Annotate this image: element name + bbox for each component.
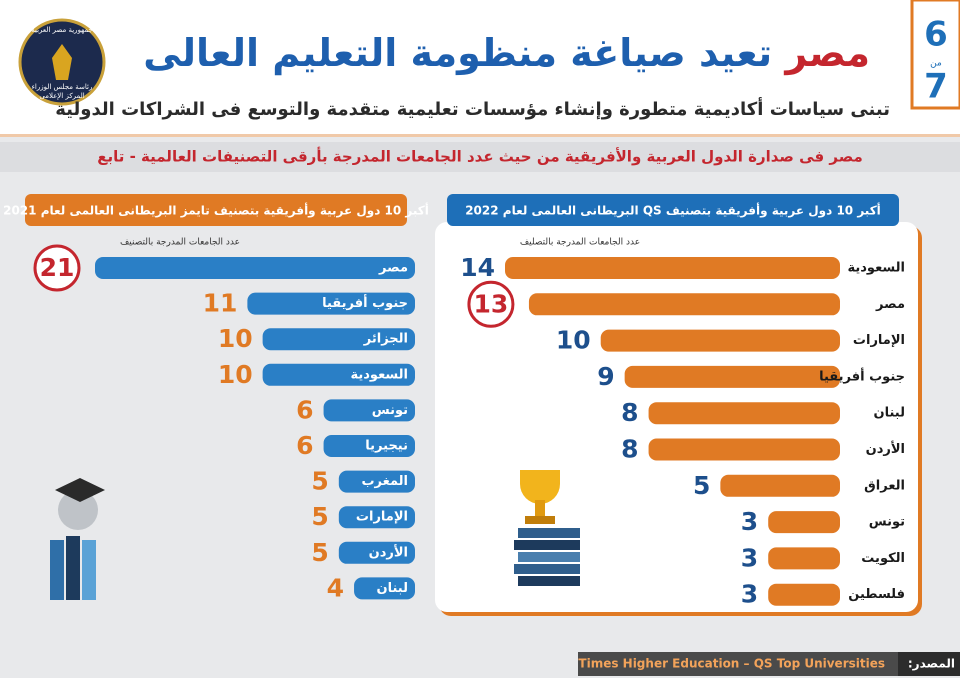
chart-title: أكبر 10 دول عربية وأفريقية بتصنيف تايمز … xyxy=(3,203,429,219)
value-label: 8 xyxy=(621,435,638,464)
category-label: الإمارات xyxy=(853,333,905,348)
value-label: 5 xyxy=(693,471,710,500)
value-label: 5 xyxy=(311,538,328,567)
trophy-icon xyxy=(514,470,580,586)
category-label: السعودية xyxy=(848,261,906,276)
category-label: الأردن xyxy=(369,543,408,560)
page-of: من xyxy=(930,59,942,69)
value-label: 9 xyxy=(597,362,614,391)
footer-band xyxy=(578,652,960,676)
value-label: 5 xyxy=(311,502,328,531)
source-label: المصدر: xyxy=(908,657,955,671)
value-label: 3 xyxy=(741,507,758,536)
category-label: مصر xyxy=(378,261,408,276)
banner-band xyxy=(0,142,960,172)
bar xyxy=(648,438,840,461)
category-label: المغرب xyxy=(361,474,408,489)
subtitle: تبنى سياسات أكاديمية متطورة وإنشاء مؤسسا… xyxy=(55,97,890,120)
value-label: 4 xyxy=(327,573,344,602)
title: مصر تعيد صياغة منظومة التعليم العالى xyxy=(143,31,870,76)
category-label: العراق xyxy=(864,478,905,493)
logo-text: المركز الإعلامى xyxy=(39,92,84,100)
value-label: 14 xyxy=(460,253,495,282)
category-label: فلسطين xyxy=(848,587,905,602)
bar xyxy=(768,583,840,606)
category-label: الأردن xyxy=(866,440,905,457)
chart-tab xyxy=(447,194,899,226)
page-box xyxy=(910,0,960,110)
bar xyxy=(323,399,415,422)
bar xyxy=(338,506,415,529)
header-rule xyxy=(0,134,960,137)
value-label: 21 xyxy=(40,253,75,282)
bar xyxy=(323,435,415,457)
source: Times Higher Education – QS Top Universi… xyxy=(578,657,885,671)
cap-icon xyxy=(55,478,105,530)
title-highlight: مصر xyxy=(783,31,870,75)
bar xyxy=(338,541,415,564)
bar xyxy=(262,328,415,351)
bar xyxy=(768,547,840,570)
chart-tab xyxy=(25,194,407,226)
highlight-ring xyxy=(33,244,81,292)
bar xyxy=(720,474,840,497)
value-label: 13 xyxy=(474,289,509,318)
value-label: 3 xyxy=(741,543,758,572)
value-label: 10 xyxy=(556,326,591,355)
page-number: 6 xyxy=(924,15,948,55)
bar xyxy=(624,365,840,388)
bar xyxy=(354,577,415,600)
axis-label: عدد الجامعات المدرجة بالتصنيف xyxy=(120,238,240,248)
category-label: جنوب أفريقيا xyxy=(819,367,905,384)
bar xyxy=(505,257,840,279)
value-label: 6 xyxy=(296,395,313,424)
page-total: 7 xyxy=(924,67,948,107)
logo-text: رئاسة مجلس الوزراء xyxy=(32,83,93,91)
header-background xyxy=(0,0,960,134)
books-icon xyxy=(50,536,96,600)
category-label: الكويت xyxy=(861,551,905,566)
category-label: جنوب أفريقيا xyxy=(322,294,408,311)
bar xyxy=(648,402,840,425)
value-label: 10 xyxy=(218,324,253,353)
footer-label-box xyxy=(898,652,960,676)
category-label: مصر xyxy=(875,297,905,312)
category-label: نيجيريا xyxy=(365,439,408,454)
logo-eagle xyxy=(52,44,72,80)
logo-text: جمهورية مصر العربية xyxy=(31,26,93,34)
value-label: 3 xyxy=(741,580,758,609)
category-label: السعودية xyxy=(351,367,409,382)
value-label: 11 xyxy=(203,289,238,318)
bar xyxy=(247,292,415,315)
value-label: 5 xyxy=(311,467,328,496)
title-rest: تعيد صياغة منظومة التعليم العالى xyxy=(143,31,772,76)
value-label: 8 xyxy=(621,398,638,427)
value-label: 10 xyxy=(218,360,253,389)
highlight-ring xyxy=(467,280,515,328)
bar xyxy=(95,257,415,279)
category-label: تونس xyxy=(869,515,905,530)
bar xyxy=(528,293,840,316)
bar xyxy=(262,363,415,386)
bar xyxy=(338,470,415,493)
axis-label: عدد الجامعات المدرجة بالتصليف xyxy=(520,238,640,248)
category-label: لبنان xyxy=(377,581,408,596)
category-label: تونس xyxy=(372,403,408,418)
value-label: 6 xyxy=(296,431,313,460)
category-label: الجزائر xyxy=(363,332,408,347)
bar xyxy=(768,511,840,534)
category-label: الإمارات xyxy=(356,510,408,525)
category-label: لبنان xyxy=(874,406,905,421)
bar xyxy=(600,329,840,352)
chart-title: أكبر 10 دول عربية وأفريقية بتصنيف QS الب… xyxy=(465,203,881,219)
banner: مصر فى صدارة الدول العربية والأفريقية من… xyxy=(97,147,863,166)
